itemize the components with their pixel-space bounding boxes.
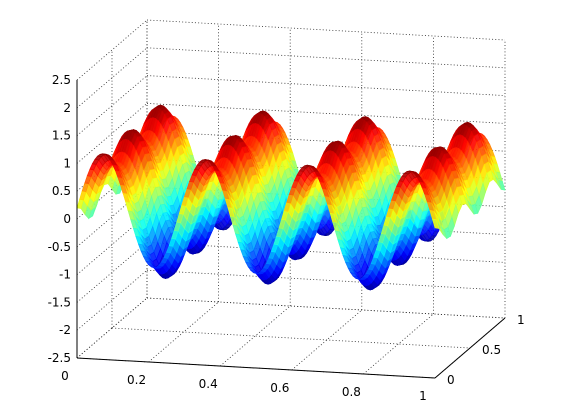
grid-line [76,242,148,303]
z-tick-label: -1.5 [48,295,71,309]
x-tick-label: 0.6 [270,381,289,395]
grid-line [111,327,471,349]
z-tick-label: -2.5 [48,351,71,365]
z-tick-label: -2 [59,323,71,337]
x-tick-label: 0.2 [127,373,146,387]
z-tick-label: 0 [63,212,71,226]
surface [76,104,506,291]
y-tick-label: 0.5 [482,343,501,357]
grid-line [146,242,506,263]
grid-line [146,103,506,124]
grid-line [148,301,219,363]
y-tick-labels: 00.51 [447,313,525,387]
surface-patch [431,218,440,229]
z-tick-label: 0.5 [52,184,71,198]
z-tick-label: 2.5 [52,73,71,87]
grid-line [363,313,434,375]
grid-line [76,297,148,359]
grid-line [76,47,148,109]
z-tick-label: -1 [59,268,71,282]
x-tick-label: 0 [61,369,69,383]
grid-line [146,47,506,69]
x-tick-label: 0.8 [342,385,361,399]
z-tick-label: -0.5 [48,240,71,254]
grid-line [146,19,506,41]
z-tick-label: 2 [63,101,71,115]
grid-line [76,19,148,81]
x-tick-label: 0.4 [199,377,218,391]
x-tick-label: 1 [419,389,427,403]
x-tick-labels: 0 0.2 0.4 0.6 0.8 1 [61,369,427,403]
z-tick-label: 1 [63,156,71,170]
grid-line [76,75,148,136]
y-tick-label: 1 [517,313,525,327]
grid-line [146,269,506,291]
grid-line [146,75,506,96]
grid-line [146,130,506,152]
grid-line [146,297,506,319]
x-axis-line [76,357,436,379]
grid-line [291,309,363,371]
z-tick-label: 1.5 [52,129,71,143]
grid-line [76,103,148,164]
grid-line [219,305,291,367]
y-axis-line [434,317,506,379]
y-tick-label: 0 [447,373,455,387]
z-tick-labels: -2.5 -2 -1.5 -1 -0.5 0 0.5 1 1.5 2 2.5 [48,73,71,365]
grid-line [76,269,148,331]
axes [76,80,506,379]
